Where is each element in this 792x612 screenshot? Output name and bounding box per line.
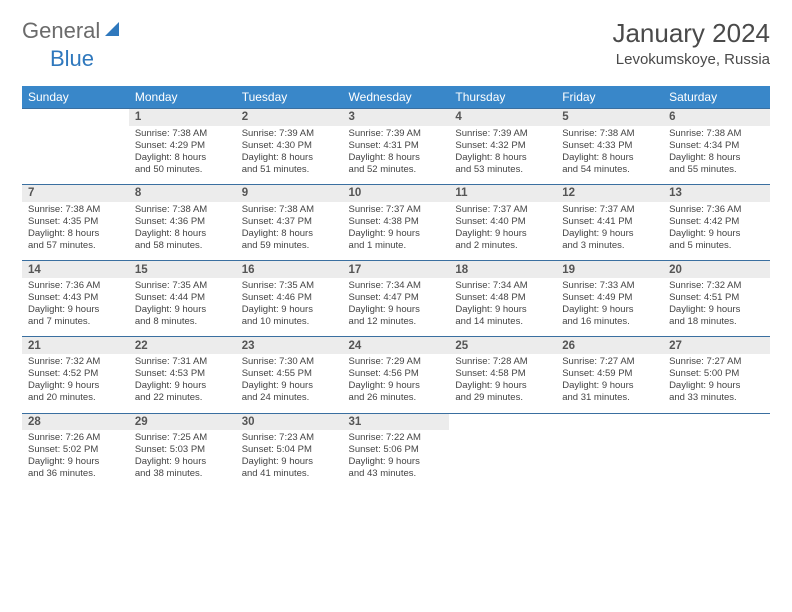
day-detail-cell: Sunrise: 7:32 AMSunset: 4:51 PMDaylight:…	[663, 278, 770, 337]
day-detail-row: Sunrise: 7:38 AMSunset: 4:35 PMDaylight:…	[22, 202, 770, 261]
day-number-cell: 6	[663, 109, 770, 126]
day-number-cell: 25	[449, 337, 556, 354]
day-number-cell: 28	[22, 413, 129, 430]
day-detail-cell: Sunrise: 7:30 AMSunset: 4:55 PMDaylight:…	[236, 354, 343, 413]
day-detail-cell: Sunrise: 7:37 AMSunset: 4:41 PMDaylight:…	[556, 202, 663, 261]
day-detail-cell: Sunrise: 7:38 AMSunset: 4:37 PMDaylight:…	[236, 202, 343, 261]
day-detail-cell: Sunrise: 7:38 AMSunset: 4:33 PMDaylight:…	[556, 126, 663, 185]
weekday-header: Saturday	[663, 86, 770, 109]
day-detail-cell: Sunrise: 7:35 AMSunset: 4:44 PMDaylight:…	[129, 278, 236, 337]
day-number-row: 14151617181920	[22, 261, 770, 278]
title-block: January 2024 Levokumskoye, Russia	[612, 18, 770, 68]
day-number-cell: 13	[663, 185, 770, 202]
day-detail-cell: Sunrise: 7:32 AMSunset: 4:52 PMDaylight:…	[22, 354, 129, 413]
day-detail-cell	[22, 126, 129, 185]
day-detail-row: Sunrise: 7:26 AMSunset: 5:02 PMDaylight:…	[22, 430, 770, 489]
day-number-row: 123456	[22, 109, 770, 126]
day-detail-row: Sunrise: 7:32 AMSunset: 4:52 PMDaylight:…	[22, 354, 770, 413]
day-number-cell: 29	[129, 413, 236, 430]
day-detail-cell: Sunrise: 7:34 AMSunset: 4:47 PMDaylight:…	[343, 278, 450, 337]
day-detail-cell: Sunrise: 7:29 AMSunset: 4:56 PMDaylight:…	[343, 354, 450, 413]
day-detail-cell: Sunrise: 7:28 AMSunset: 4:58 PMDaylight:…	[449, 354, 556, 413]
day-number-cell: 20	[663, 261, 770, 278]
day-detail-cell: Sunrise: 7:34 AMSunset: 4:48 PMDaylight:…	[449, 278, 556, 337]
day-number-cell	[556, 413, 663, 430]
day-number-cell: 4	[449, 109, 556, 126]
weekday-header: Wednesday	[343, 86, 450, 109]
day-number-cell: 12	[556, 185, 663, 202]
day-detail-cell: Sunrise: 7:26 AMSunset: 5:02 PMDaylight:…	[22, 430, 129, 489]
day-detail-cell: Sunrise: 7:36 AMSunset: 4:42 PMDaylight:…	[663, 202, 770, 261]
day-detail-cell: Sunrise: 7:27 AMSunset: 5:00 PMDaylight:…	[663, 354, 770, 413]
weekday-header: Friday	[556, 86, 663, 109]
day-number-cell: 7	[22, 185, 129, 202]
day-number-cell	[22, 109, 129, 126]
day-number-cell: 8	[129, 185, 236, 202]
weekday-header: Sunday	[22, 86, 129, 109]
weekday-header: Thursday	[449, 86, 556, 109]
day-number-cell	[449, 413, 556, 430]
day-number-cell: 1	[129, 109, 236, 126]
day-number-cell: 30	[236, 413, 343, 430]
day-detail-cell: Sunrise: 7:39 AMSunset: 4:30 PMDaylight:…	[236, 126, 343, 185]
day-number-cell: 11	[449, 185, 556, 202]
day-detail-cell	[449, 430, 556, 489]
day-number-cell: 22	[129, 337, 236, 354]
day-number-cell: 17	[343, 261, 450, 278]
day-detail-cell: Sunrise: 7:37 AMSunset: 4:40 PMDaylight:…	[449, 202, 556, 261]
day-detail-cell: Sunrise: 7:27 AMSunset: 4:59 PMDaylight:…	[556, 354, 663, 413]
logo-text-general: General	[22, 18, 100, 44]
weekday-header: Tuesday	[236, 86, 343, 109]
day-number-row: 78910111213	[22, 185, 770, 202]
day-number-cell: 18	[449, 261, 556, 278]
day-number-cell: 14	[22, 261, 129, 278]
day-number-cell: 5	[556, 109, 663, 126]
logo: General	[22, 18, 124, 44]
day-number-cell	[663, 413, 770, 430]
day-number-row: 21222324252627	[22, 337, 770, 354]
day-detail-cell: Sunrise: 7:25 AMSunset: 5:03 PMDaylight:…	[129, 430, 236, 489]
day-number-cell: 27	[663, 337, 770, 354]
day-detail-cell: Sunrise: 7:36 AMSunset: 4:43 PMDaylight:…	[22, 278, 129, 337]
day-detail-cell: Sunrise: 7:39 AMSunset: 4:31 PMDaylight:…	[343, 126, 450, 185]
day-detail-cell: Sunrise: 7:38 AMSunset: 4:35 PMDaylight:…	[22, 202, 129, 261]
day-detail-cell: Sunrise: 7:38 AMSunset: 4:36 PMDaylight:…	[129, 202, 236, 261]
day-detail-cell: Sunrise: 7:33 AMSunset: 4:49 PMDaylight:…	[556, 278, 663, 337]
day-detail-cell: Sunrise: 7:22 AMSunset: 5:06 PMDaylight:…	[343, 430, 450, 489]
day-number-cell: 31	[343, 413, 450, 430]
sail-icon	[104, 20, 122, 43]
day-detail-cell: Sunrise: 7:31 AMSunset: 4:53 PMDaylight:…	[129, 354, 236, 413]
day-detail-cell	[663, 430, 770, 489]
day-detail-cell: Sunrise: 7:23 AMSunset: 5:04 PMDaylight:…	[236, 430, 343, 489]
day-number-cell: 26	[556, 337, 663, 354]
day-number-cell: 10	[343, 185, 450, 202]
day-number-cell: 24	[343, 337, 450, 354]
day-detail-cell: Sunrise: 7:38 AMSunset: 4:34 PMDaylight:…	[663, 126, 770, 185]
day-detail-cell: Sunrise: 7:39 AMSunset: 4:32 PMDaylight:…	[449, 126, 556, 185]
day-detail-cell: Sunrise: 7:35 AMSunset: 4:46 PMDaylight:…	[236, 278, 343, 337]
day-number-cell: 2	[236, 109, 343, 126]
day-number-cell: 9	[236, 185, 343, 202]
day-number-cell: 16	[236, 261, 343, 278]
location-label: Levokumskoye, Russia	[612, 51, 770, 68]
day-detail-cell: Sunrise: 7:38 AMSunset: 4:29 PMDaylight:…	[129, 126, 236, 185]
day-number-cell: 19	[556, 261, 663, 278]
calendar-table: Sunday Monday Tuesday Wednesday Thursday…	[22, 86, 770, 489]
page-title: January 2024	[612, 18, 770, 49]
day-detail-cell	[556, 430, 663, 489]
day-number-cell: 21	[22, 337, 129, 354]
day-number-cell: 3	[343, 109, 450, 126]
day-detail-row: Sunrise: 7:38 AMSunset: 4:29 PMDaylight:…	[22, 126, 770, 185]
day-number-cell: 23	[236, 337, 343, 354]
weekday-header-row: Sunday Monday Tuesday Wednesday Thursday…	[22, 86, 770, 109]
day-detail-cell: Sunrise: 7:37 AMSunset: 4:38 PMDaylight:…	[343, 202, 450, 261]
day-detail-row: Sunrise: 7:36 AMSunset: 4:43 PMDaylight:…	[22, 278, 770, 337]
weekday-header: Monday	[129, 86, 236, 109]
day-number-row: 28293031	[22, 413, 770, 430]
day-number-cell: 15	[129, 261, 236, 278]
logo-text-blue: Blue	[50, 46, 94, 71]
